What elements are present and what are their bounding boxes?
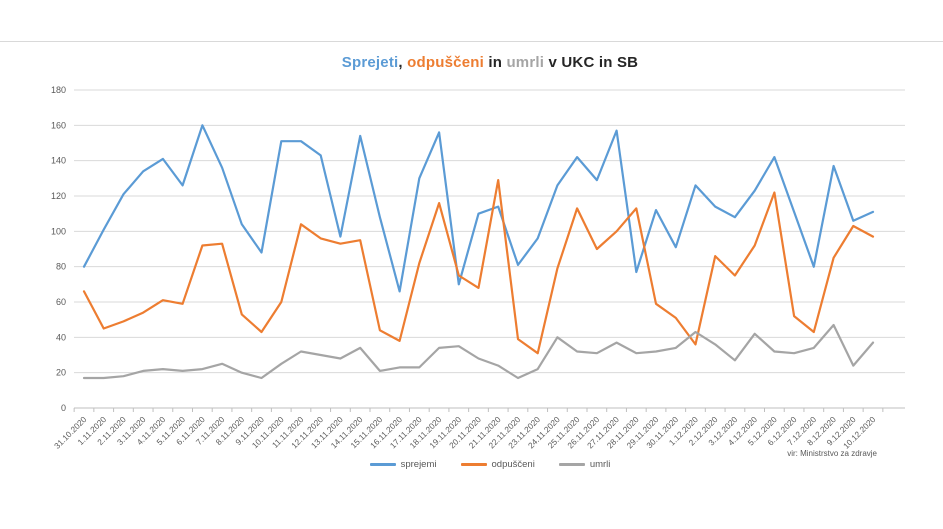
legend-swatch [460,463,487,466]
y-axis-tick-label: 0 [61,403,66,413]
legend-label: umrli [589,459,611,470]
chart-title: Sprejeti, odpuščeni in umrli v UKC in SB [75,54,905,71]
source-note: vir: Ministrstvo za zdravje [787,449,877,458]
y-axis-tick-label: 20 [56,368,66,378]
y-axis-tick-label: 100 [51,226,66,236]
series-line-odpueni [82,179,875,355]
gridlines: 0 20 40 60 80 100 120 140 160 180 [51,85,905,413]
y-axis-tick-label: 60 [56,297,66,307]
x-axis-labels: 31.10.20201.11.20202.11.20203.11.20204.1… [52,414,878,451]
chart-title-part: , [398,54,408,71]
y-axis-tick-label: 180 [51,85,66,95]
y-axis-tick-label: 80 [56,262,66,272]
series-line-umrli [82,323,875,380]
legend-label: sprejemi [400,459,437,470]
chart-title-part: odpuščeni [407,54,484,71]
y-axis-tick-label: 140 [51,156,66,166]
y-axis-tick-label: 40 [56,332,66,342]
chart-title-part: in [483,54,507,71]
legend-swatch [558,463,585,466]
chart-title-part: v UKC in SB [544,54,639,71]
legend-item-sprejemi: sprejemi [369,459,437,470]
legend-label: odpuščeni [491,459,535,470]
x-axis-ticks [73,408,884,412]
chart-title-part: Sprejeti [341,54,399,71]
y-axis-tick-label: 160 [51,120,66,130]
chart-title-part: umrli [506,54,545,71]
legend-item-umrli: umrli [558,459,611,470]
y-axis-tick-label: 120 [51,191,66,201]
series-line-sprejemi [82,124,875,293]
legend-swatch [369,463,396,466]
chart-legend: sprejemi odpuščeni umrli [75,459,905,470]
top-divider [0,41,943,42]
legend-item-odpueni: odpuščeni [460,459,535,470]
